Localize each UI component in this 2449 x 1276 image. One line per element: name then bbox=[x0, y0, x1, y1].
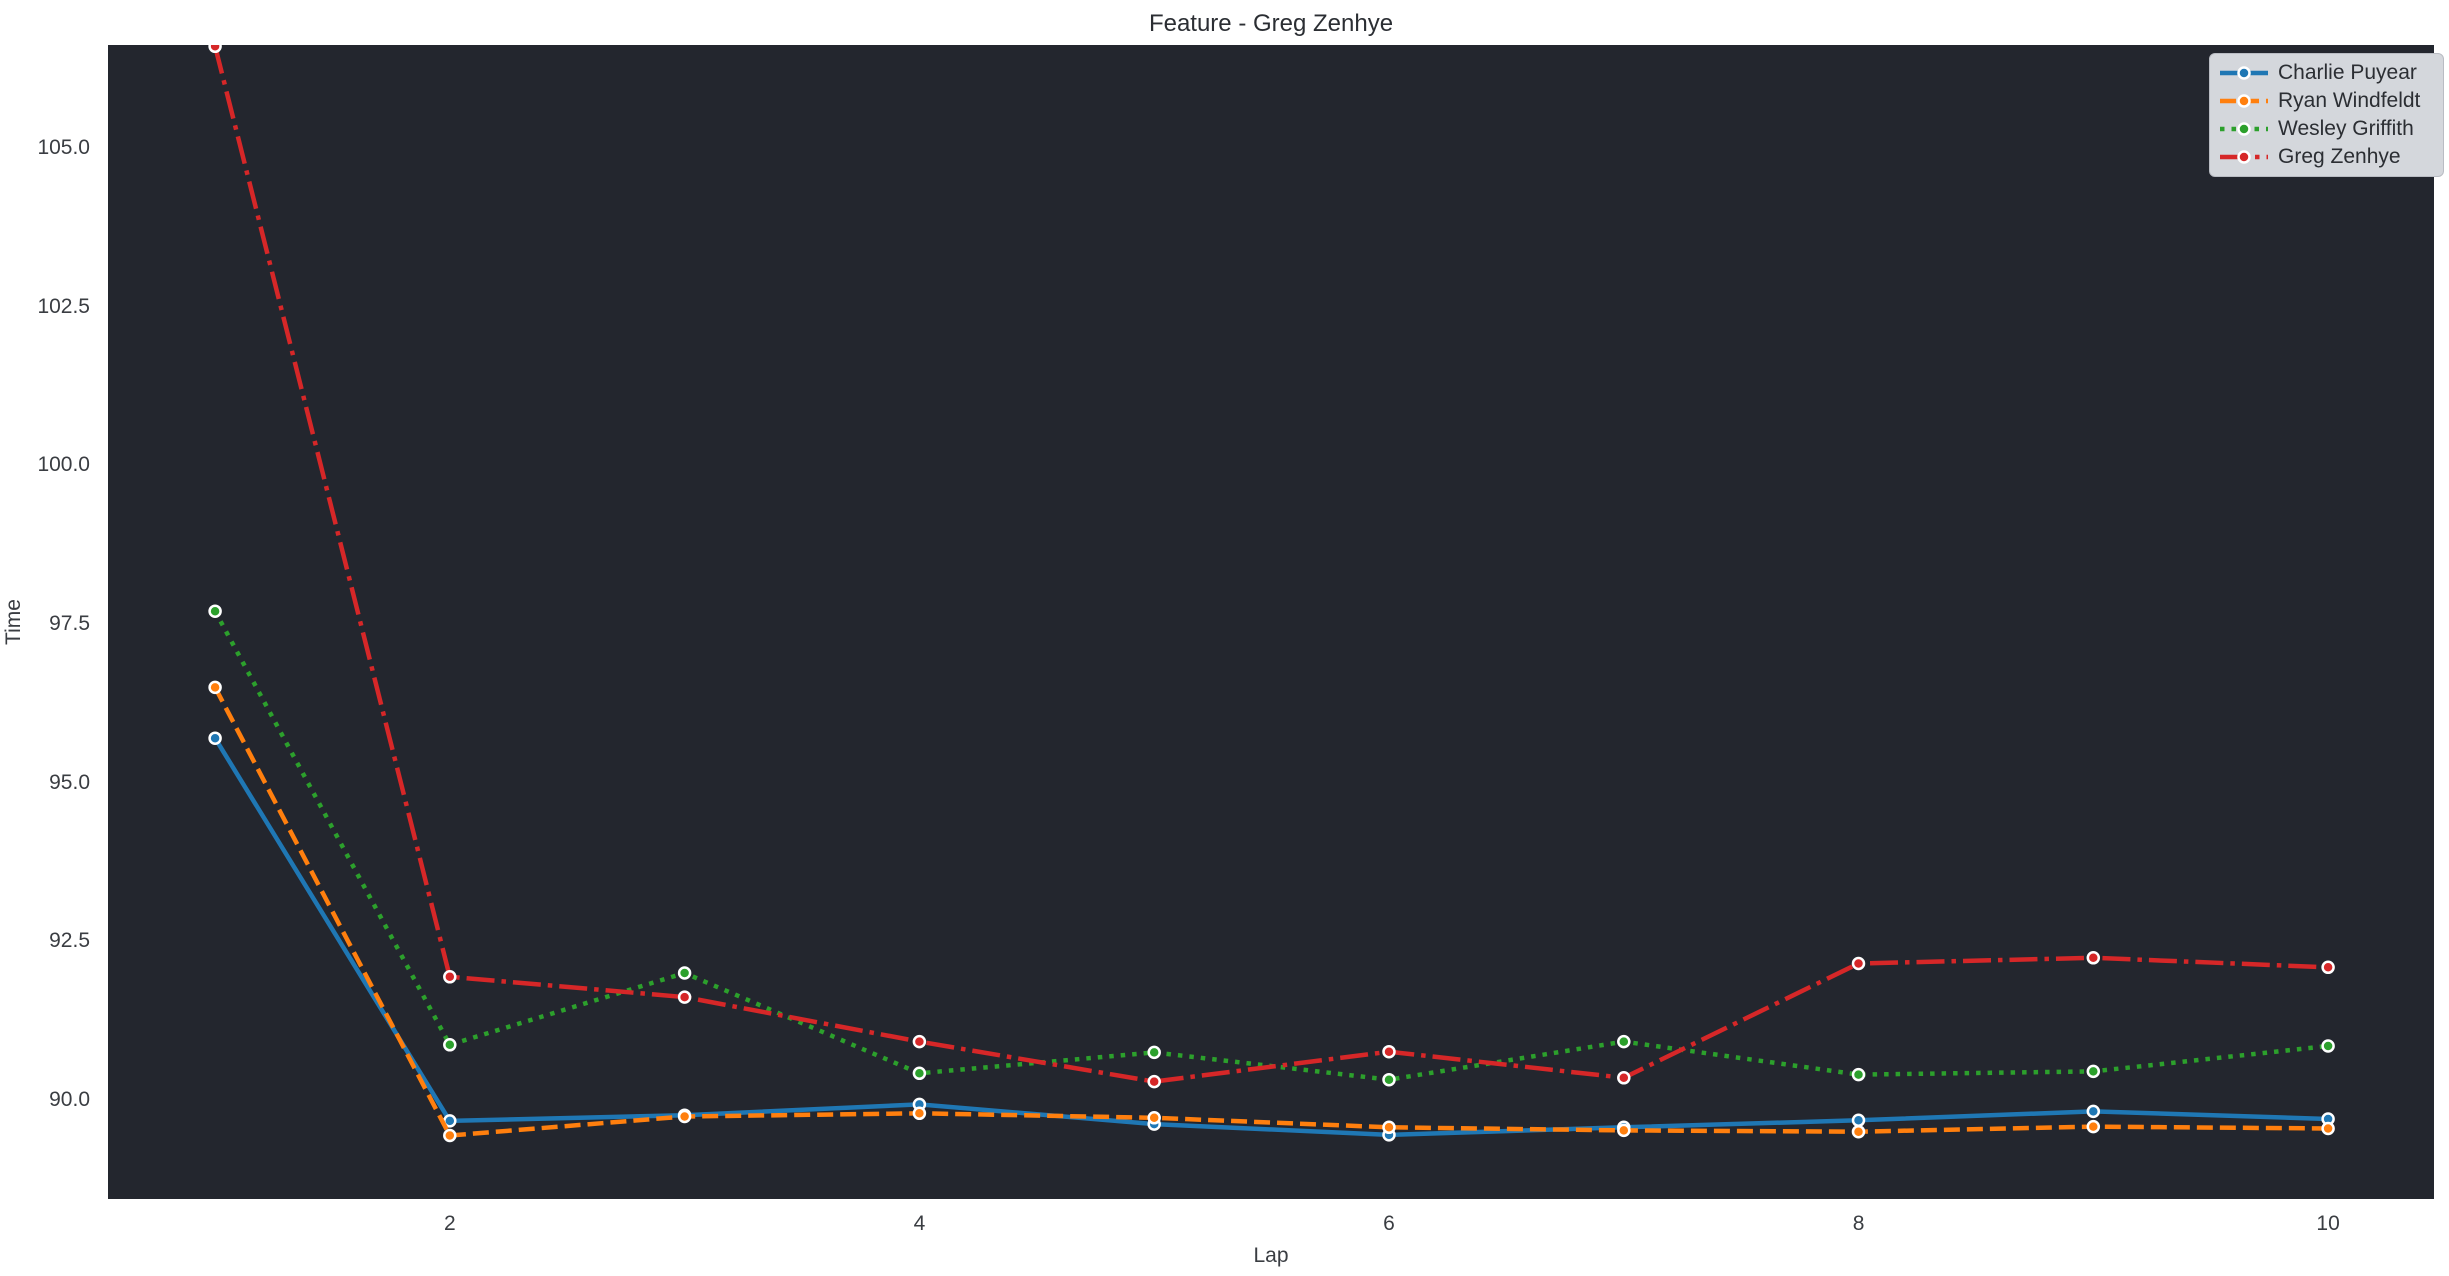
data-point-marker bbox=[443, 970, 457, 984]
x-tick-label: 10 bbox=[2316, 1212, 2340, 1235]
data-point-marker bbox=[677, 1109, 692, 1124]
data-point-marker bbox=[2321, 960, 2335, 975]
chart-title: Feature - Greg Zenhye bbox=[1148, 10, 1394, 37]
data-point-marker bbox=[208, 45, 222, 54]
y-axis-label: Time bbox=[2, 599, 25, 645]
legend-label: Charlie Puyear bbox=[2278, 61, 2417, 84]
x-tick-label: 6 bbox=[1383, 1212, 1395, 1235]
data-point-marker bbox=[208, 680, 222, 695]
data-point-marker bbox=[1617, 1071, 1631, 1085]
data-point-marker bbox=[912, 1106, 927, 1121]
data-point-marker bbox=[2086, 1119, 2101, 1134]
legend-line-sample bbox=[2220, 150, 2268, 164]
legend-entry: Greg Zenhye bbox=[2218, 143, 2435, 171]
data-point-marker bbox=[912, 1034, 927, 1049]
data-point-marker bbox=[1382, 1120, 1396, 1135]
y-tick-label: 100.0 bbox=[37, 453, 90, 477]
data-point-marker bbox=[443, 1038, 457, 1052]
data-point-marker bbox=[2086, 1064, 2101, 1079]
data-point-marker bbox=[1382, 1044, 1396, 1059]
legend-line-sample bbox=[2220, 66, 2268, 80]
y-tick-label: 97.5 bbox=[49, 611, 90, 635]
series-ryan-windfeldt bbox=[208, 680, 2335, 1143]
data-point-marker bbox=[1147, 1074, 1161, 1089]
data-point-marker bbox=[208, 731, 222, 745]
data-point-marker bbox=[443, 1128, 457, 1143]
data-point-marker bbox=[1147, 1111, 1161, 1125]
series-line bbox=[213, 737, 2329, 1138]
legend-entry: Charlie Puyear bbox=[2218, 59, 2435, 87]
y-tick-label: 102.5 bbox=[37, 294, 90, 318]
data-point-marker bbox=[1851, 956, 1866, 971]
x-axis-label: Lap bbox=[1253, 1244, 1289, 1267]
legend-entry: Wesley Griffith bbox=[2218, 115, 2435, 143]
x-tick-label: 4 bbox=[913, 1212, 926, 1235]
data-point-marker bbox=[208, 604, 222, 618]
data-point-marker bbox=[677, 966, 692, 980]
y-tick-label: 105.0 bbox=[37, 135, 90, 159]
data-point-marker bbox=[2086, 951, 2101, 965]
x-tick-label: 8 bbox=[1852, 1212, 1865, 1235]
data-point-marker bbox=[1617, 1034, 1631, 1049]
legend-marker bbox=[2237, 66, 2251, 80]
data-point-marker bbox=[1851, 1067, 1866, 1082]
data-point-marker bbox=[2321, 1039, 2335, 1053]
y-tick-label: 90.0 bbox=[49, 1087, 90, 1111]
series-line bbox=[212, 45, 2329, 1084]
axes-background bbox=[108, 45, 2434, 1199]
series-greg-zenhye bbox=[208, 45, 2335, 1089]
legend-entry: Ryan Windfeldt bbox=[2218, 87, 2435, 115]
legend-label: Ryan Windfeldt bbox=[2278, 89, 2421, 112]
data-point-marker bbox=[1851, 1113, 1866, 1128]
y-tick-label: 95.0 bbox=[49, 770, 90, 794]
legend: Charlie Puyear Ryan Windfeldt Wesley Griff… bbox=[2209, 53, 2444, 177]
data-point-marker bbox=[1851, 1124, 1866, 1139]
legend-marker bbox=[2237, 94, 2251, 108]
data-point-marker bbox=[677, 990, 692, 1004]
legend-marker bbox=[2237, 122, 2251, 136]
data-point-marker bbox=[1617, 1123, 1631, 1138]
legend-label: Greg Zenhye bbox=[2278, 145, 2401, 168]
data-point-marker bbox=[2321, 1121, 2335, 1136]
data-point-marker bbox=[1382, 1072, 1396, 1087]
x-tick-label: 2 bbox=[444, 1212, 456, 1235]
legend-label: Wesley Griffith bbox=[2278, 117, 2414, 140]
legend-marker bbox=[2237, 150, 2251, 164]
data-point-marker bbox=[1147, 1045, 1161, 1060]
y-tick-label: 92.5 bbox=[49, 929, 90, 953]
legend-line-sample bbox=[2220, 94, 2268, 108]
legend-line-sample bbox=[2220, 122, 2268, 136]
data-point-marker bbox=[2086, 1104, 2101, 1119]
data-point-marker bbox=[912, 1066, 927, 1081]
series-line bbox=[213, 686, 2329, 1138]
